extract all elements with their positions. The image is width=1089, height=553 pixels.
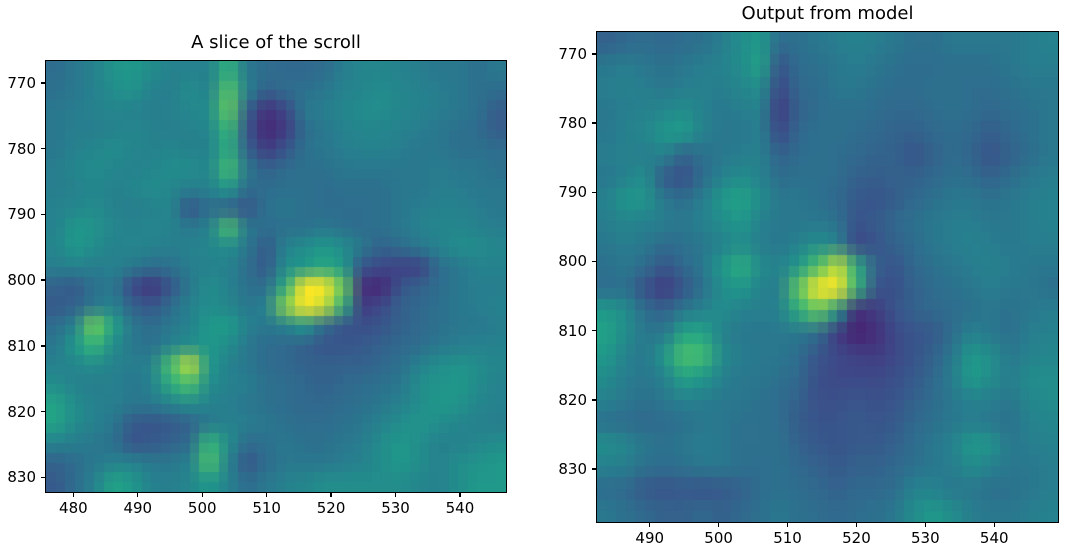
x-tick-label: 540 — [445, 499, 475, 517]
y-tick-mark — [592, 468, 596, 470]
heatmap-canvas-slice — [46, 61, 506, 492]
heatmap-canvas-model — [597, 32, 1058, 522]
x-tick-mark — [717, 523, 720, 527]
x-tick-label: 530 — [381, 499, 410, 517]
y-tick-mark — [41, 345, 45, 347]
y-tick-mark — [41, 213, 45, 216]
y-tick-label: 830 — [7, 468, 36, 487]
x-tick-label: 540 — [979, 529, 1009, 547]
x-tick-label: 490 — [635, 529, 665, 547]
x-tick-mark — [265, 493, 268, 497]
y-tick-label: 780 — [7, 139, 36, 158]
x-tick-label: 530 — [911, 529, 940, 547]
x-tick-mark — [855, 523, 858, 527]
x-tick-mark — [649, 523, 651, 527]
y-tick-mark — [592, 122, 596, 124]
y-tick-mark — [592, 260, 596, 263]
y-tick-label: 800 — [558, 252, 587, 271]
axes-slice — [45, 60, 507, 493]
y-tick-label: 770 — [558, 44, 587, 63]
x-tick-mark — [394, 493, 397, 497]
y-tick-mark — [41, 410, 45, 413]
y-tick-mark — [592, 191, 596, 193]
x-tick-label: 480 — [59, 499, 88, 517]
x-tick-label: 510 — [773, 529, 802, 547]
x-tick-mark — [72, 493, 75, 497]
y-tick-label: 810 — [7, 336, 36, 355]
x-tick-mark — [924, 523, 927, 527]
x-tick-label: 520 — [842, 529, 871, 547]
y-tick-label: 830 — [558, 460, 587, 479]
y-tick-label: 800 — [7, 271, 36, 290]
x-tick-label: 490 — [123, 499, 153, 517]
y-tick-label: 790 — [558, 183, 587, 202]
y-tick-label: 820 — [7, 402, 36, 421]
x-tick-mark — [201, 493, 203, 497]
plot-title-model: Output from model — [741, 3, 914, 24]
y-tick-mark — [41, 82, 45, 84]
y-tick-mark — [41, 279, 45, 281]
y-tick-label: 790 — [7, 205, 36, 224]
x-tick-mark — [137, 493, 139, 497]
x-tick-mark — [786, 523, 789, 527]
x-tick-label: 520 — [316, 499, 346, 517]
y-tick-mark — [41, 148, 45, 150]
y-tick-mark — [592, 399, 596, 401]
axes-model — [596, 31, 1059, 523]
x-tick-label: 500 — [187, 499, 217, 517]
y-tick-mark — [592, 53, 596, 55]
x-tick-mark — [330, 493, 332, 497]
y-tick-label: 780 — [558, 114, 587, 133]
y-tick-label: 770 — [7, 73, 36, 92]
y-tick-mark — [41, 476, 45, 478]
y-tick-mark — [592, 329, 596, 332]
y-tick-label: 820 — [558, 390, 587, 409]
x-tick-label: 510 — [252, 499, 281, 517]
x-tick-mark — [993, 523, 995, 527]
x-tick-label: 500 — [704, 529, 733, 547]
plot-title-slice: A slice of the scroll — [191, 32, 361, 53]
x-tick-mark — [459, 493, 461, 497]
y-tick-label: 810 — [558, 321, 587, 340]
